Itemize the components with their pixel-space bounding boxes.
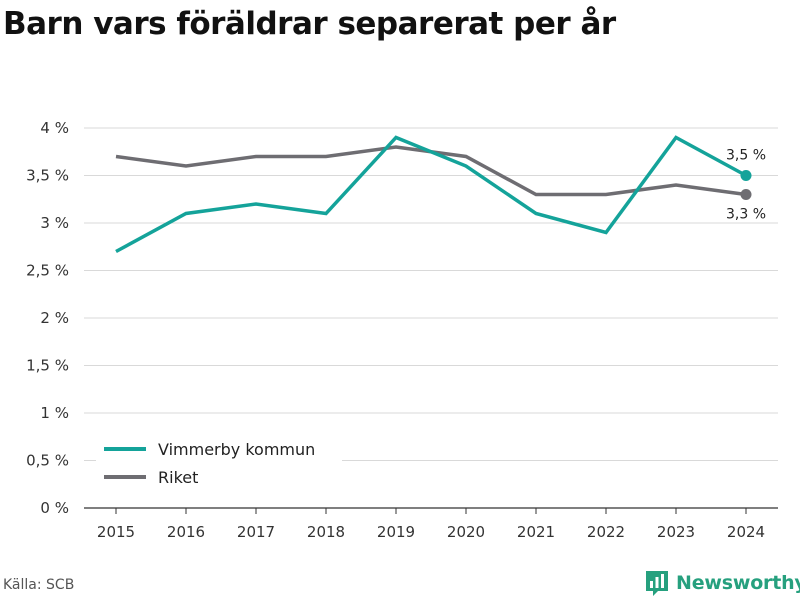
- x-tick-label: 2023: [657, 523, 695, 541]
- x-axis-ticks: 2015 2016 2017 2018 2019 2020 2021 2022 2023 2024: [97, 508, 765, 541]
- x-tick-label: 2024: [727, 523, 765, 541]
- y-tick-label: 1 %: [40, 404, 69, 422]
- y-axis-ticks: 0 % 0,5 % 1 % 1,5 % 2 % 2,5 % 3 % 3,5 % 4 %: [26, 119, 69, 517]
- chart-title: Barn vars föräldrar separerat per år: [3, 6, 616, 42]
- gridlines: [84, 127, 778, 509]
- y-tick-label: 3,5 %: [26, 167, 69, 185]
- series-line: [115, 135, 747, 254]
- series-end-point: [740, 170, 752, 181]
- y-tick-label: 4 %: [40, 119, 69, 137]
- y-tick-label: 2,5 %: [26, 262, 69, 280]
- x-tick-label: 2020: [447, 523, 485, 541]
- y-tick-label: 3 %: [40, 214, 69, 232]
- y-tick-label: 2 %: [40, 309, 69, 327]
- bar-chart-logo-icon: [646, 571, 668, 596]
- legend-label: Vimmerby kommun: [158, 440, 315, 459]
- series-end-point: [740, 189, 752, 200]
- series-end-label: 3,5 %: [726, 148, 766, 164]
- legend: Vimmerby kommun Riket: [96, 433, 342, 493]
- y-tick-label: 1,5 %: [26, 357, 69, 375]
- brand-logo[interactable]: Newsworthy: [644, 569, 800, 597]
- source-note: Källa: SCB: [3, 577, 75, 593]
- end-labels: 3,5 % 3,3 %: [726, 148, 766, 223]
- legend-label: Riket: [158, 468, 198, 487]
- brand-name: Newsworthy: [676, 572, 800, 594]
- series-end-label: 3,3 %: [726, 207, 766, 223]
- legend-background: [96, 433, 342, 493]
- x-tick-label: 2019: [377, 523, 415, 541]
- x-tick-label: 2022: [587, 523, 625, 541]
- y-tick-label: 0,5 %: [26, 452, 69, 470]
- x-tick-label: 2017: [237, 523, 275, 541]
- x-tick-label: 2021: [517, 523, 555, 541]
- y-tick-label: 0 %: [40, 499, 69, 517]
- x-tick-label: 2018: [307, 523, 345, 541]
- x-tick-label: 2016: [167, 523, 205, 541]
- x-tick-label: 2015: [97, 523, 135, 541]
- series-lines: [115, 135, 752, 254]
